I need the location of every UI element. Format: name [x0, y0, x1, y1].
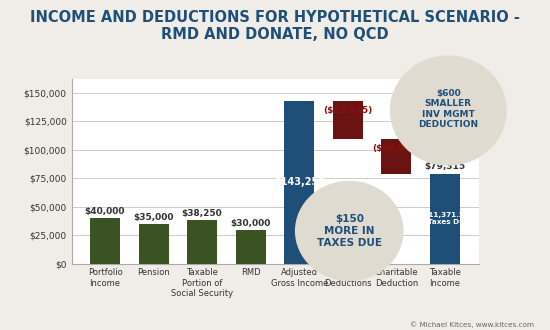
Text: © Michael Kitces, www.kitces.com: © Michael Kitces, www.kitces.com: [410, 322, 534, 328]
Bar: [187, 220, 217, 264]
Bar: [430, 174, 460, 264]
Text: $143,250: $143,250: [274, 177, 325, 187]
Text: $35,000: $35,000: [133, 213, 174, 222]
Bar: [381, 139, 411, 174]
Text: ($30,000): ($30,000): [372, 145, 421, 153]
Bar: [333, 101, 363, 139]
Text: INCOME AND DEDUCTIONS FOR HYPOTHETICAL SCENARIO -
RMD AND DONATE, NO QCD: INCOME AND DEDUCTIONS FOR HYPOTHETICAL S…: [30, 10, 520, 42]
Bar: [284, 101, 315, 264]
Text: $38,250: $38,250: [182, 209, 223, 218]
Text: $40,000: $40,000: [85, 207, 125, 216]
Text: ($11,371.25
of Taxes Due): ($11,371.25 of Taxes Due): [417, 212, 473, 225]
Bar: [235, 230, 266, 264]
Text: $79,315: $79,315: [425, 162, 465, 172]
Text: ($33,935): ($33,935): [323, 106, 372, 115]
Bar: [90, 218, 120, 264]
Text: $150
MORE IN
TAXES DUE: $150 MORE IN TAXES DUE: [317, 214, 382, 248]
Text: $600
SMALLER
INV MGMT
DEDUCTION: $600 SMALLER INV MGMT DEDUCTION: [418, 89, 478, 129]
Bar: [139, 224, 169, 264]
Text: $30,000: $30,000: [230, 219, 271, 228]
